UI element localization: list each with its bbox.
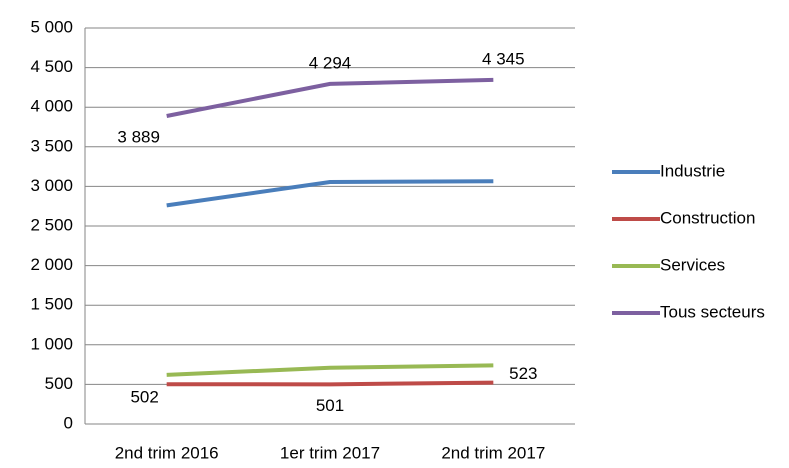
y-tick-label: 3 000 <box>30 176 73 195</box>
y-tick-label: 2 000 <box>30 255 73 274</box>
legend-label: Services <box>660 255 725 274</box>
data-label: 502 <box>130 388 158 407</box>
y-tick-label: 1 000 <box>30 334 73 353</box>
series-line <box>166 380 494 387</box>
y-tick-label: 5 000 <box>30 17 73 36</box>
x-tick-label: 2nd trim 2017 <box>441 443 545 462</box>
legend-label: Construction <box>660 208 755 227</box>
legend-label: Tous secteurs <box>660 302 765 321</box>
y-tick-label: 3 500 <box>30 136 73 155</box>
series-line <box>166 363 494 377</box>
y-tick-label: 2 500 <box>30 215 73 234</box>
y-tick-label: 4 000 <box>30 97 73 116</box>
data-label: 4 294 <box>309 53 352 72</box>
data-label: 501 <box>316 396 344 415</box>
x-tick-label: 2nd trim 2016 <box>115 443 219 462</box>
y-tick-label: 1 500 <box>30 295 73 314</box>
series-line <box>166 77 494 118</box>
y-tick-label: 500 <box>45 374 73 393</box>
x-tick-label: 1er trim 2017 <box>280 443 380 462</box>
series-line <box>166 179 494 208</box>
y-tick-label: 0 <box>64 413 73 432</box>
data-label: 3 889 <box>117 127 160 146</box>
legend-label: Industrie <box>660 161 725 180</box>
data-label: 4 345 <box>482 49 525 68</box>
data-label: 523 <box>509 364 537 383</box>
y-tick-label: 4 500 <box>30 57 73 76</box>
